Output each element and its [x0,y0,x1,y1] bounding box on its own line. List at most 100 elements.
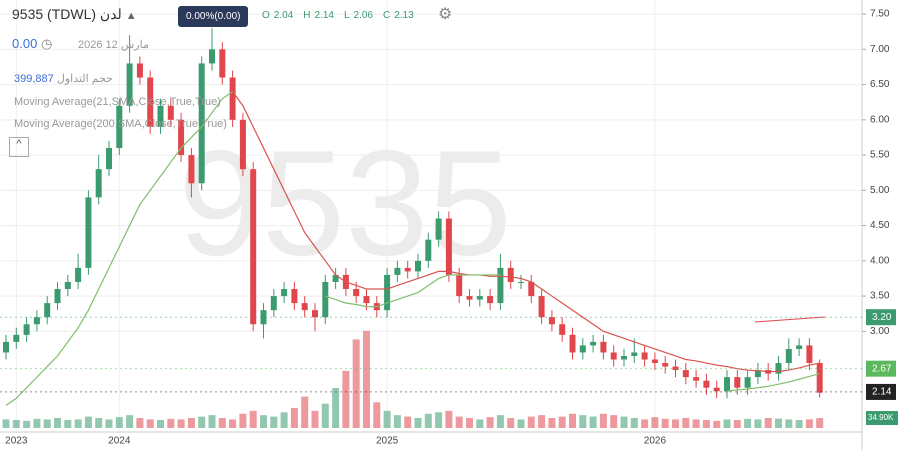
volume-bar [229,419,237,428]
candle-body [209,49,215,64]
volume-bar [775,418,782,428]
moving-average [232,91,820,373]
y-tick-label: 7.50 [870,9,890,20]
volume-bar [332,388,340,428]
candle-body [415,260,421,272]
ohlc-value: 2.14 [314,10,334,21]
legend-entry: Moving Average(200,SMA,Close,True,True) [14,118,227,130]
volume-bar [723,419,731,428]
ohlc-value: 2.13 [394,10,414,21]
candle-body [363,296,370,304]
volume-bar [466,418,473,428]
volume-bar [682,418,690,428]
volume-bar [733,420,741,428]
volume-bar [383,410,391,428]
candle-body [445,218,452,275]
volume-bar [692,419,700,428]
volume-tag [866,411,898,426]
candle-body [85,197,92,268]
change-badge: 0.00%(0.00) [178,6,249,27]
volume-bar [672,419,679,428]
volume-bar [455,416,463,428]
candle-body [136,63,143,78]
volume-bar [641,419,649,428]
candle-body [157,105,164,127]
volume-bar [579,415,587,428]
candle-body [621,355,627,360]
candle-body [600,341,607,353]
x-tick-label: 2023 [5,436,28,447]
volume-bar [486,417,494,428]
candle-body [353,289,360,297]
candle-body [23,324,30,335]
volume-bar [157,420,164,428]
volume-bar [393,415,401,428]
symbol-row: 9535 (TDWL) لدن ▲ [12,6,137,23]
candle-body [548,317,555,325]
y-tick-label: 6.50 [870,79,890,90]
candle-body [785,348,792,364]
y-tick-label: 5.50 [870,150,890,161]
x-tick-label: 2024 [108,436,131,447]
volume-bar [218,418,226,428]
candle-body [507,267,514,282]
candle-body [178,119,185,156]
volume-bar [260,415,267,428]
candle-body [384,274,391,311]
price-tag [866,360,896,377]
candle-body [487,296,494,304]
ohlc-value: 2.06 [353,10,373,21]
clock-icon: ◷ [40,36,53,51]
price-tag [866,383,896,400]
candle-body [713,387,720,392]
candle-body [281,289,288,297]
volume-bar [105,419,113,428]
candle-body [754,370,761,378]
volume-bar [95,418,103,428]
settings-icon[interactable]: ⚙ [438,6,453,23]
ohlc: O 2.04 H 2.14 L 2.06 C 2.13 [262,10,424,21]
candle-body [662,363,669,367]
volume-bar [507,418,515,428]
volume-bar [270,416,278,428]
volume-bar [321,403,329,428]
ohlc-label: L [343,10,350,21]
collapse-button[interactable]: ^ [9,137,29,157]
volume-bar [126,415,134,428]
candle-body [569,334,576,353]
y-tick-label: 7.00 [870,44,890,55]
volume-bar [548,418,556,428]
volume-bar [476,419,484,428]
volume-bar [651,417,659,428]
volume-bar [64,420,72,428]
volume-bar [290,408,298,428]
ohlc-label: H [303,10,311,21]
candle-body [229,77,236,120]
candle-body [590,341,597,346]
candle-body [147,77,154,127]
y-tick-label: 4.00 [870,255,890,266]
candle-body [167,105,174,120]
candle-body [435,218,442,240]
volume-bar [136,418,144,428]
volume-bar [352,339,360,428]
watermark: 9535 [178,119,512,287]
volume-bar [2,419,10,428]
candle-body [33,317,40,325]
candle-body [497,267,504,304]
volume-bar [23,420,31,428]
candle-body [734,377,741,388]
volume-bar [12,420,20,428]
x-tick-label: 2026 [644,436,667,447]
trend-line [754,316,826,323]
candle-body [518,281,524,283]
price-tag-label: 2.14 [872,387,892,398]
candle-body [703,380,710,388]
candle-body [724,377,730,392]
candle-body [476,296,483,300]
volume-bar [744,418,752,428]
candle-body [651,359,658,364]
volume-bar [198,416,206,428]
volume-bar [805,419,813,428]
